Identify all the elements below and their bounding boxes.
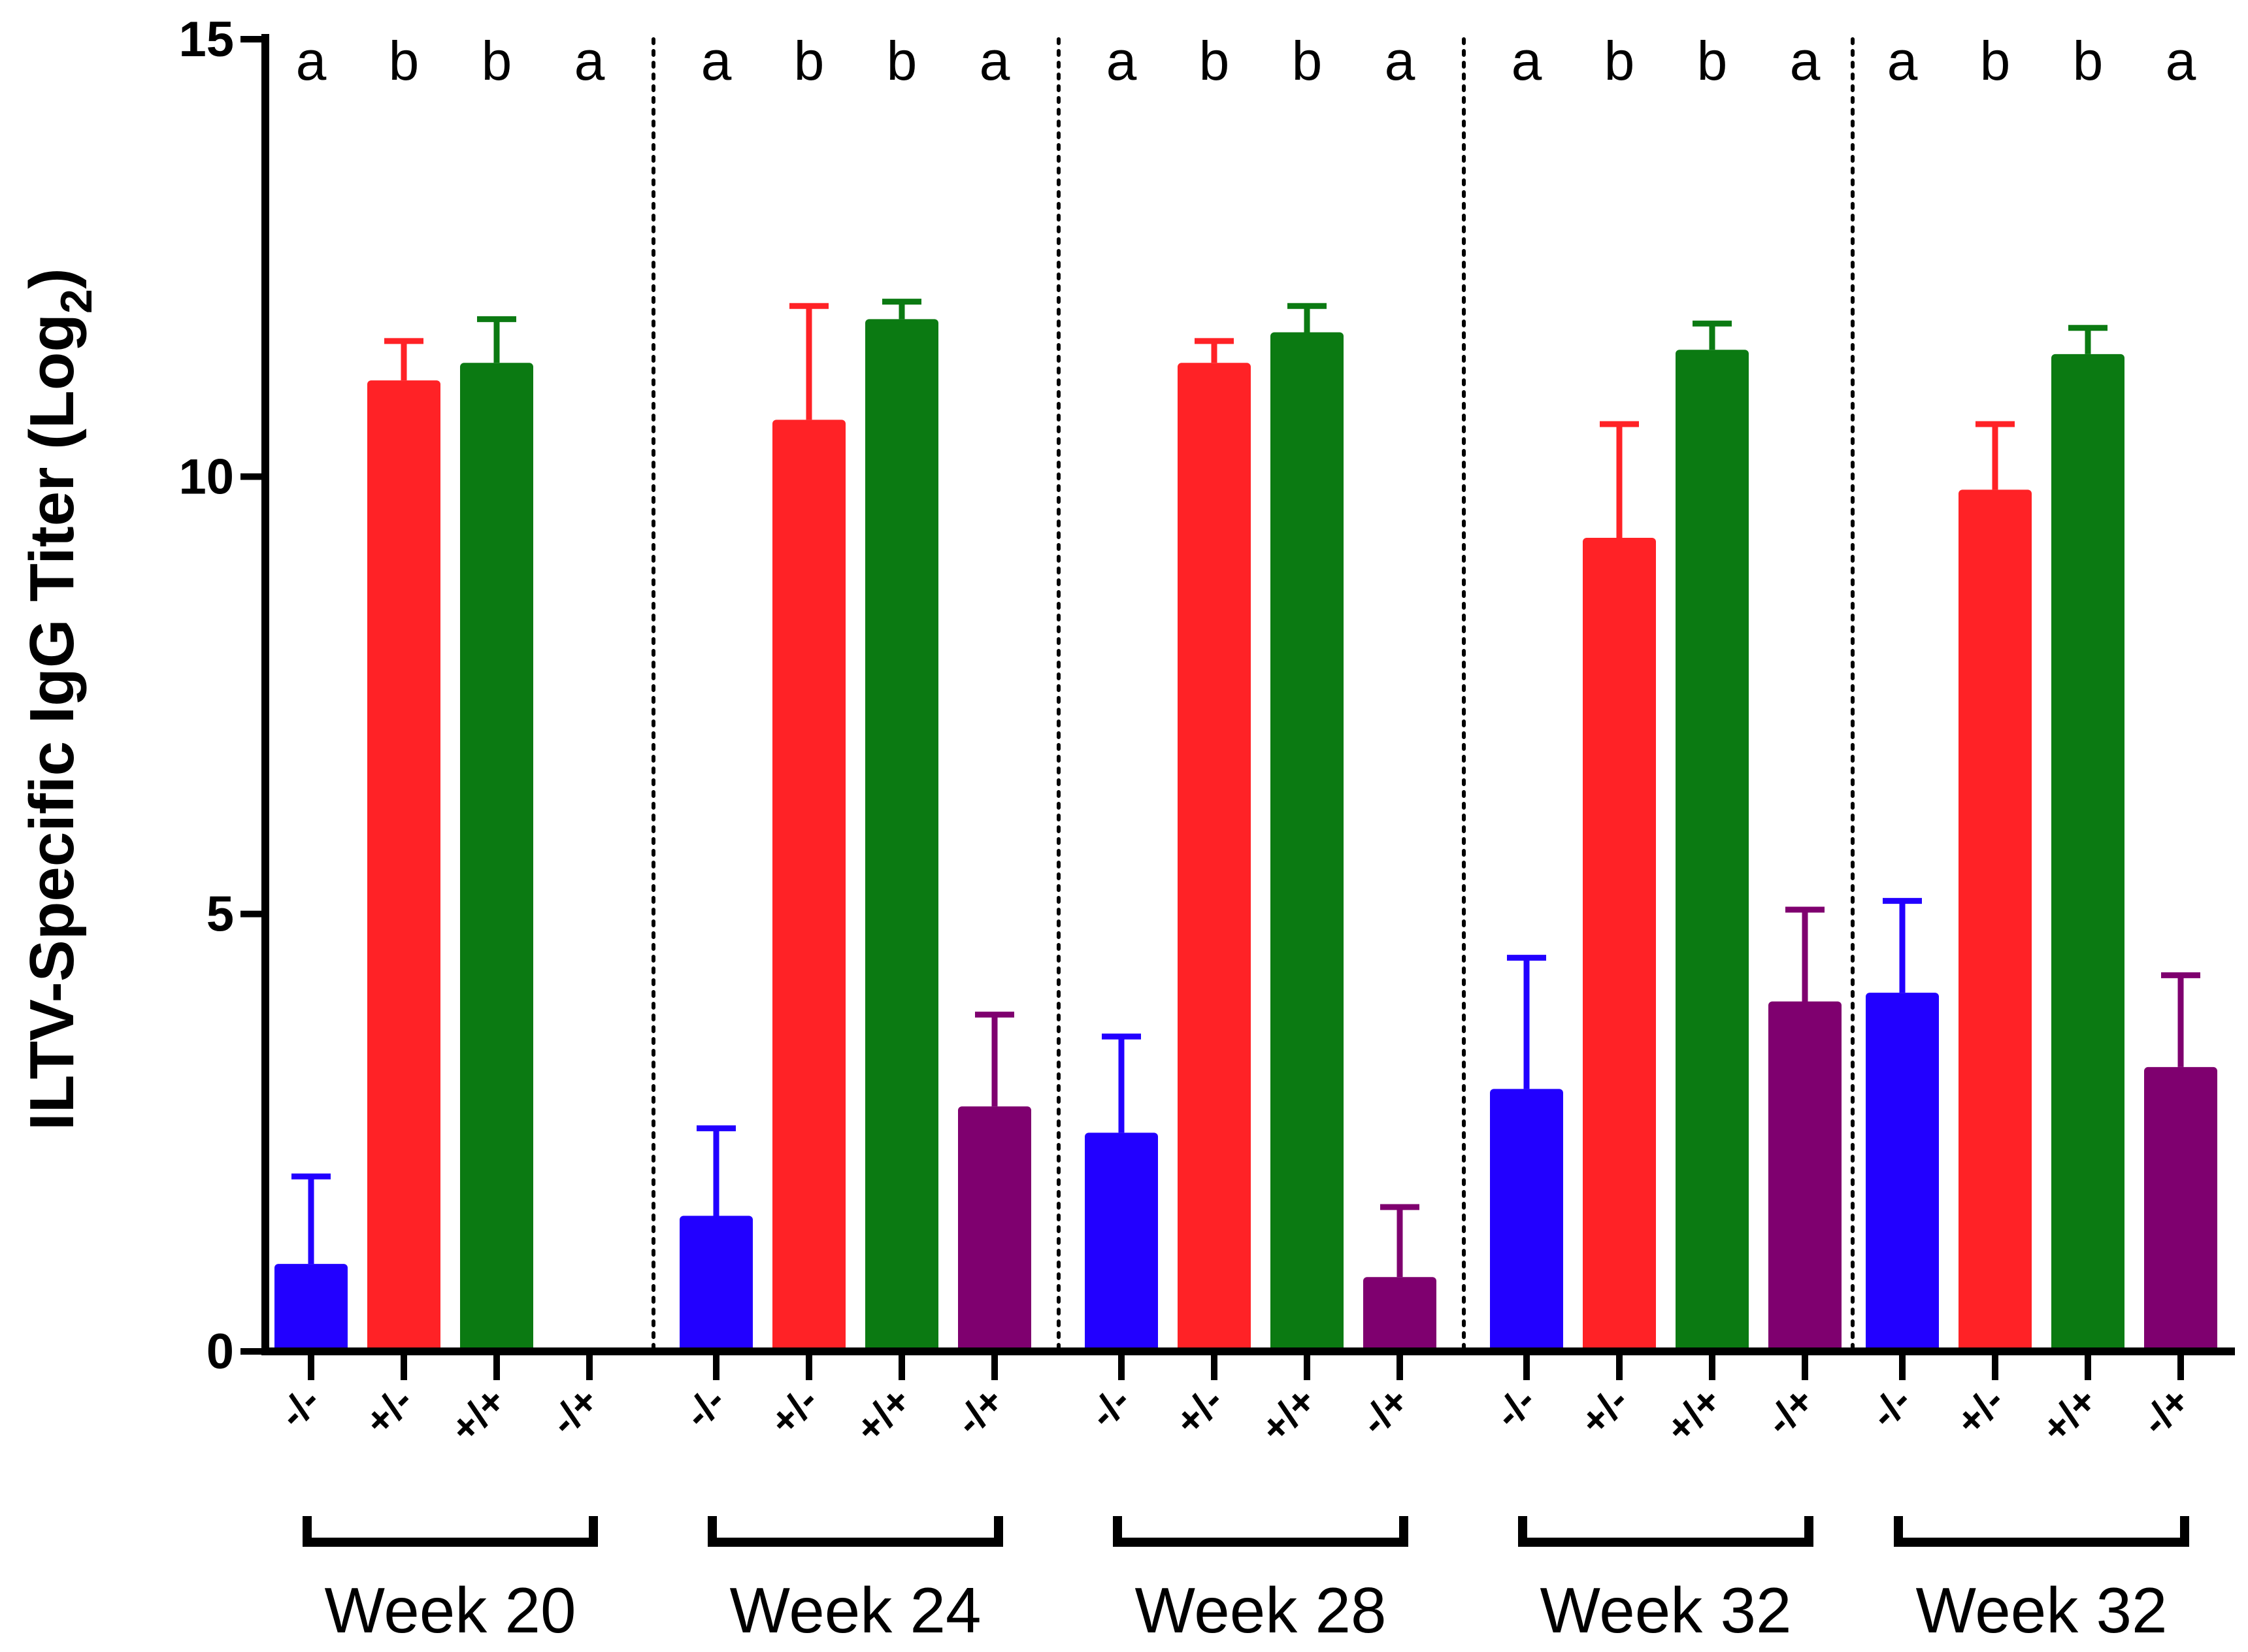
y-tick-label-5: 5	[207, 887, 234, 942]
bar-g5-2	[1959, 489, 2032, 1351]
significance-letter-g1-1: a	[296, 30, 327, 91]
bar-g4-4	[1768, 1001, 1842, 1351]
category-label-g5-3: +/+	[2033, 1378, 2106, 1451]
category-label-g5-2: +/-	[1947, 1378, 2013, 1444]
bar-g4-2	[1583, 538, 1656, 1351]
y-tick-label-15: 15	[178, 12, 234, 67]
category-label-g1-4: -/+	[542, 1378, 608, 1444]
bar-g1-1	[274, 1264, 348, 1351]
significance-letter-g3-1: a	[1106, 30, 1137, 91]
y-tick-label-0: 0	[207, 1324, 234, 1379]
bar-g2-4	[958, 1106, 1031, 1351]
bar-g2-3	[865, 319, 938, 1352]
bar-g2-2	[772, 420, 846, 1351]
category-label-g4-4: -/+	[1757, 1378, 1823, 1444]
group-bracket-3	[1113, 1516, 1408, 1547]
significance-letter-g1-3: b	[482, 30, 512, 91]
category-label-g3-1: -/-	[1081, 1378, 1140, 1437]
y-tick-label-10: 10	[178, 449, 234, 504]
group-bracket-4	[1518, 1516, 1813, 1547]
significance-letter-g5-4: a	[2166, 30, 2196, 91]
category-label-g5-1: -/-	[1862, 1378, 1921, 1437]
category-label-g4-3: +/+	[1657, 1378, 1730, 1451]
significance-letter-g2-3: b	[887, 30, 917, 91]
significance-letter-g3-4: a	[1385, 30, 1415, 91]
bar-g1-2	[367, 380, 440, 1351]
group-bracket-1	[303, 1516, 598, 1547]
category-label-g3-3: +/+	[1252, 1378, 1325, 1451]
bar-g5-4	[2144, 1066, 2217, 1351]
significance-letter-g2-1: a	[701, 30, 732, 91]
category-label-g1-3: +/+	[442, 1378, 515, 1451]
category-label-g2-2: +/-	[761, 1378, 827, 1444]
group-label-1: Week 20	[325, 1574, 576, 1646]
category-label-g3-2: +/-	[1166, 1378, 1232, 1444]
significance-letter-g1-2: b	[389, 30, 420, 91]
bar-g5-3	[2051, 354, 2124, 1352]
category-label-g3-4: -/+	[1352, 1378, 1418, 1444]
significance-letter-g5-3: b	[2073, 30, 2104, 91]
group-label-2: Week 24	[730, 1574, 982, 1646]
significance-letter-g5-2: b	[1980, 30, 2011, 91]
category-label-g4-1: -/-	[1486, 1378, 1545, 1437]
group-label-3: Week 28	[1135, 1574, 1387, 1646]
significance-letter-g4-2: b	[1604, 30, 1635, 91]
plot-area: 0 5 10 15 a -/- b +/- b +/+ a -/+ Week 20 a -/- b +/- b +/…	[178, 12, 2235, 1646]
bar-g4-1	[1490, 1089, 1563, 1351]
category-label-g5-4: -/+	[2133, 1378, 2199, 1444]
group-bracket-5	[1894, 1516, 2189, 1547]
bar-g3-4	[1363, 1277, 1436, 1351]
bar-g3-1	[1085, 1132, 1158, 1351]
significance-letter-g2-2: b	[794, 30, 825, 91]
category-label-g2-1: -/-	[676, 1378, 735, 1437]
bar-g3-2	[1178, 363, 1251, 1351]
group-bracket-2	[708, 1516, 1003, 1547]
category-label-g2-4: -/+	[947, 1378, 1013, 1444]
bar-g5-1	[1866, 993, 1939, 1351]
bar-g1-3	[460, 363, 533, 1351]
bar-g2-1	[680, 1215, 753, 1351]
bar-g4-3	[1676, 350, 1749, 1351]
bar-g3-3	[1270, 332, 1344, 1351]
significance-letter-g1-4: a	[574, 30, 605, 91]
group-label-5: Week 32	[1916, 1574, 2168, 1646]
significance-letter-g3-2: b	[1199, 30, 1230, 91]
category-label-g1-1: -/-	[271, 1378, 329, 1437]
significance-letter-g4-3: b	[1697, 30, 1728, 91]
y-axis-label: ILTV-Specific IgG Titer (Log2)	[17, 268, 101, 1131]
category-label-g4-2: +/-	[1572, 1378, 1638, 1444]
significance-letter-g3-3: b	[1292, 30, 1323, 91]
category-label-g1-2: +/-	[356, 1378, 422, 1444]
significance-letter-g4-4: a	[1790, 30, 1821, 91]
significance-letter-g2-4: a	[980, 30, 1010, 91]
significance-letter-g5-1: a	[1887, 30, 1918, 91]
group-label-4: Week 32	[1540, 1574, 1792, 1646]
category-label-g2-3: +/+	[847, 1378, 920, 1451]
significance-letter-g4-1: a	[1512, 30, 1542, 91]
